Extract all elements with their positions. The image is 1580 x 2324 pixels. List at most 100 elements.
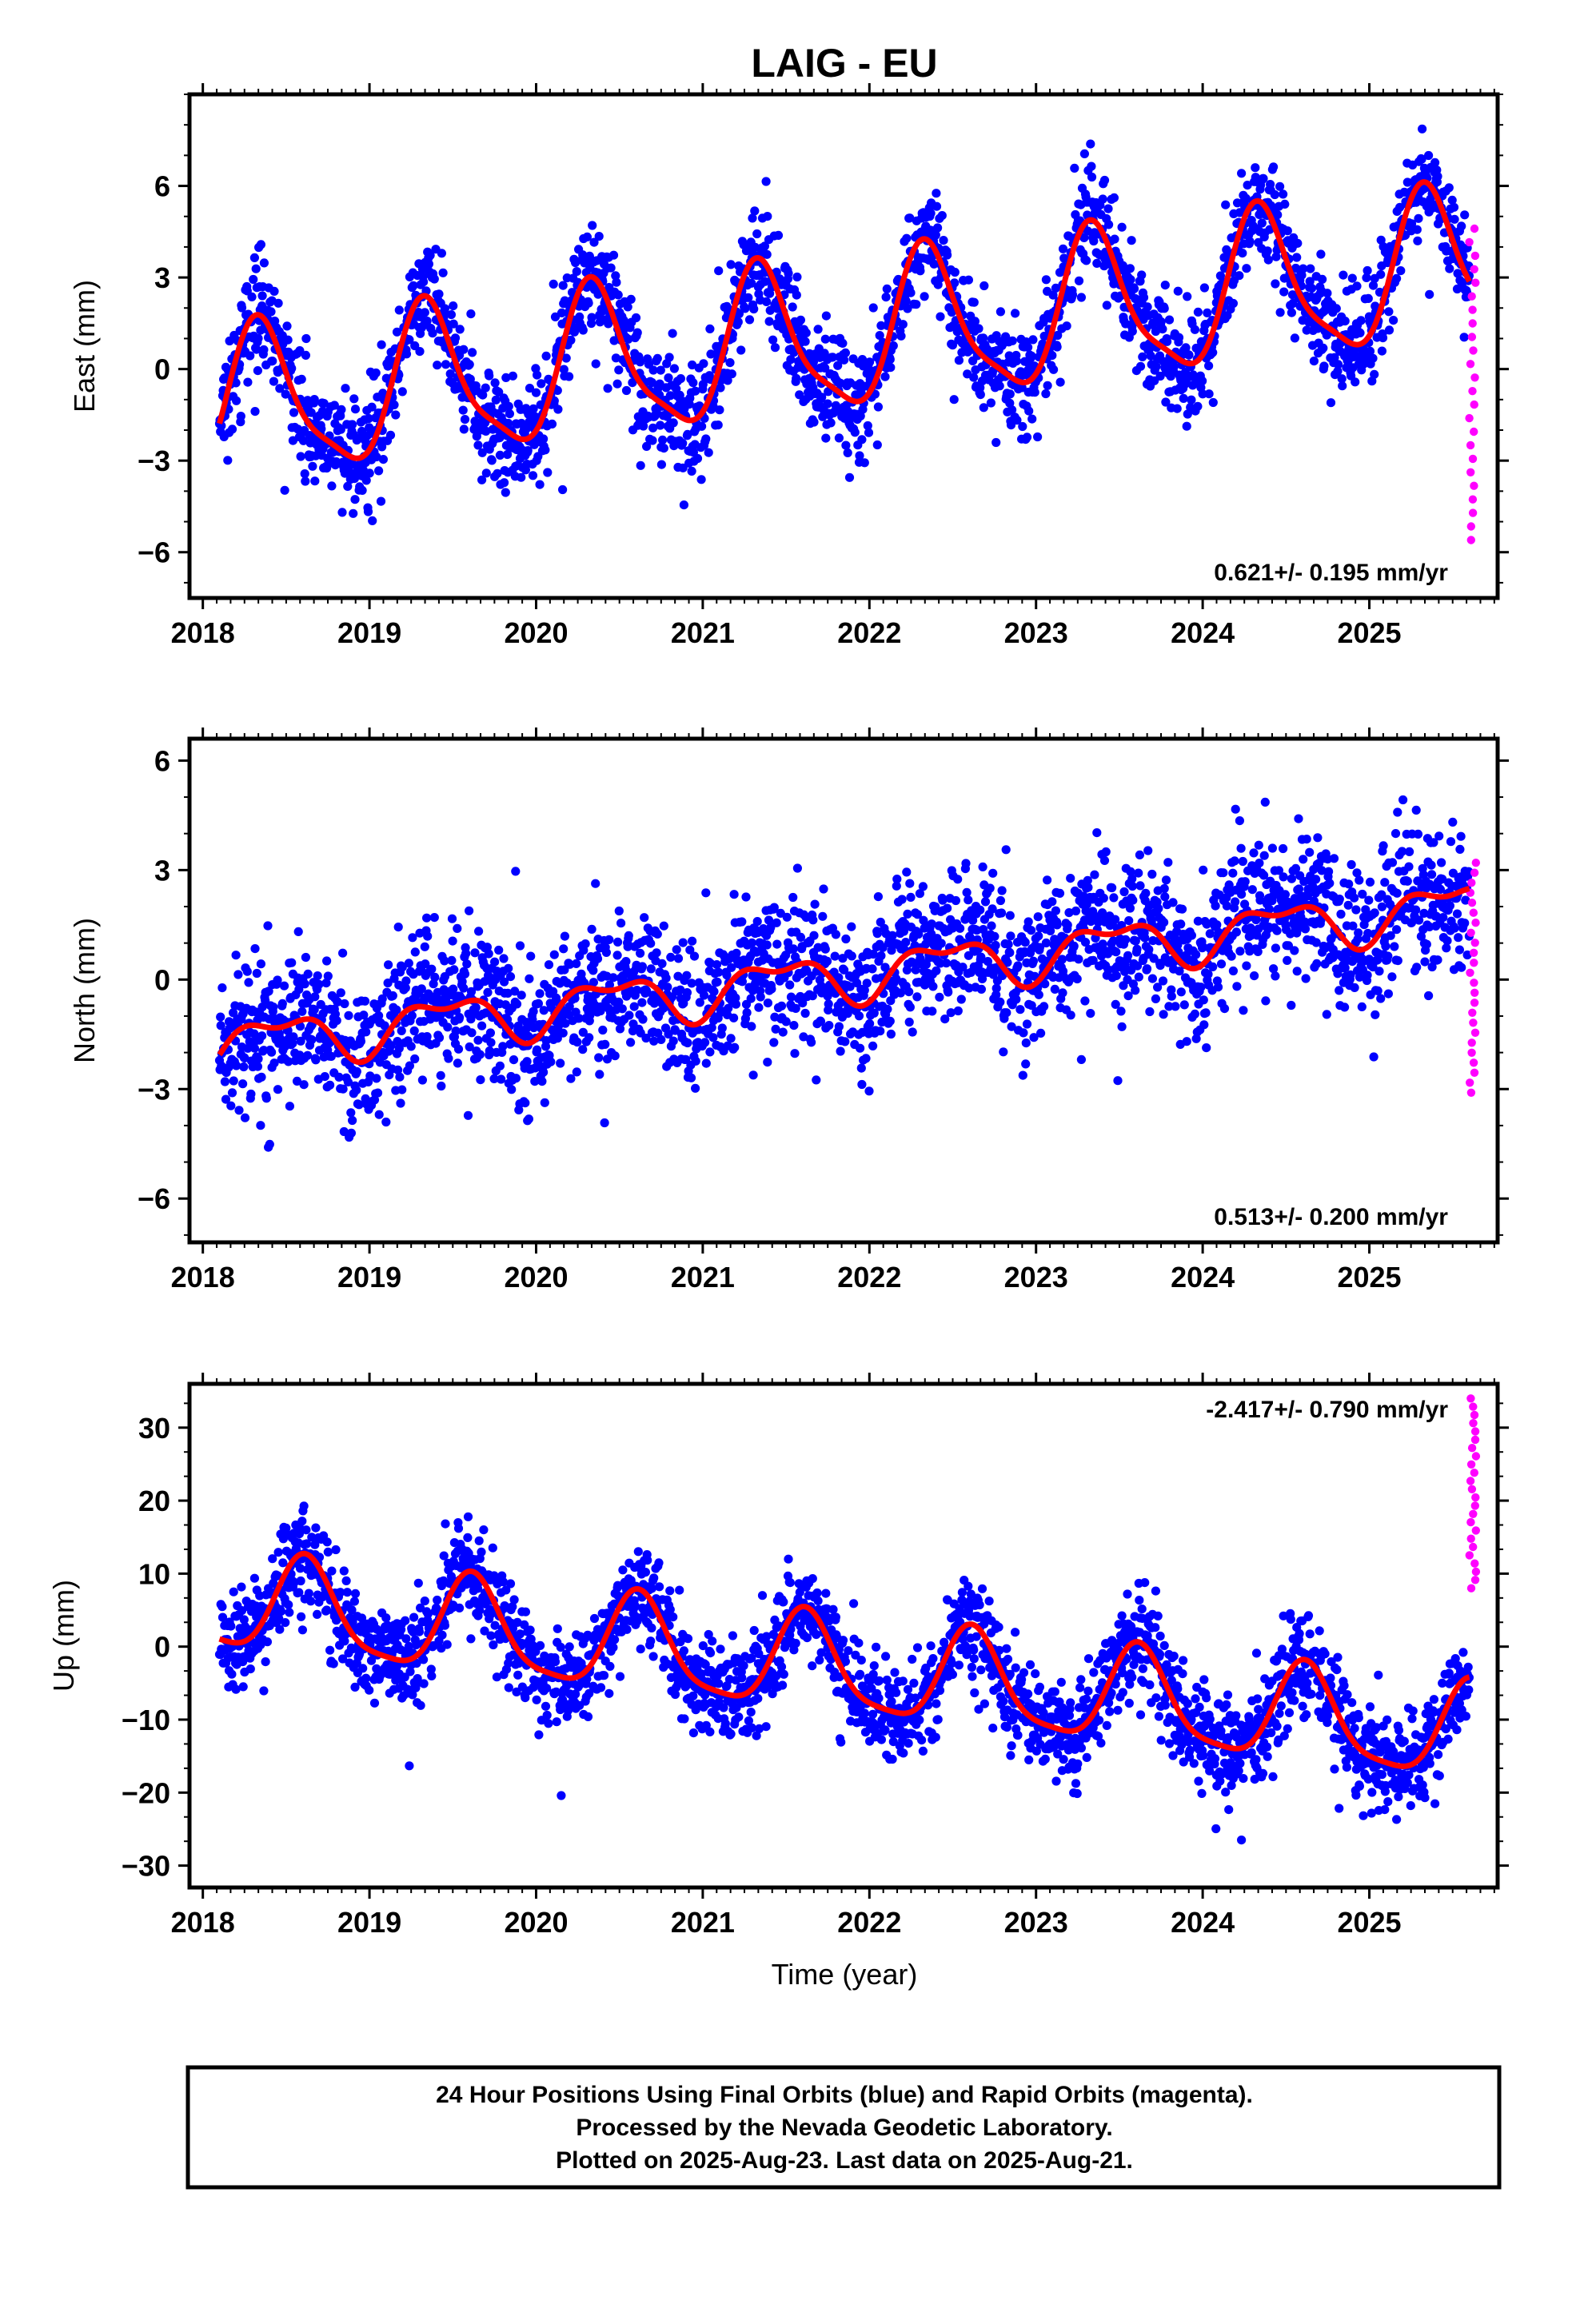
final-orbit-point [1217,959,1226,968]
final-orbit-point [991,438,1000,447]
final-orbit-point [477,1022,486,1030]
final-orbit-point [253,969,261,978]
final-orbit-point [1394,956,1402,965]
final-orbit-point [1005,948,1014,957]
final-orbit-point [1128,327,1137,336]
final-orbit-point [785,980,794,989]
final-orbit-point [1364,294,1373,303]
final-orbit-point [1199,866,1207,875]
final-orbit-point [1393,889,1402,898]
final-orbit-point [1134,869,1143,878]
final-orbit-point [448,915,457,923]
final-orbit-point [809,417,818,426]
final-orbit-point [769,1038,778,1046]
final-orbit-point [950,395,959,404]
final-orbit-point [1392,925,1401,934]
final-orbit-point [396,1098,405,1107]
final-orbit-point [381,1118,390,1126]
final-orbit-point [1047,897,1056,906]
final-orbit-point [1087,173,1096,181]
final-orbit-point [1148,975,1157,983]
final-orbit-point [408,1011,417,1020]
final-orbit-point [1242,264,1251,273]
final-orbit-point [1199,995,1208,1004]
final-orbit-point [1307,284,1316,293]
final-orbit-point [1035,991,1043,999]
final-orbit-point [476,1075,485,1084]
final-orbit-point [857,435,866,444]
final-orbit-point [841,935,850,943]
final-orbit-point [788,302,797,311]
final-orbit-point [1068,290,1077,299]
final-orbit-point [447,956,456,965]
final-orbit-point [269,377,278,386]
final-orbit-point [1378,347,1386,356]
final-orbit-point [1273,927,1282,935]
final-orbit-point [1205,389,1214,398]
rapid-orbit-point [1470,401,1478,409]
final-orbit-point [1237,844,1246,853]
final-orbit-point [300,1080,309,1089]
final-orbit-point [1280,200,1289,209]
final-orbit-point [964,276,973,285]
final-orbit-point [253,334,262,343]
final-orbit-point [831,952,840,961]
final-orbit-point [1364,896,1373,905]
final-orbit-point [421,308,429,317]
final-orbit-point [443,1022,452,1031]
final-orbit-point [920,292,929,301]
final-orbit-point [297,452,305,460]
final-orbit-point [630,1003,639,1011]
final-orbit-point [1006,911,1015,920]
final-orbit-point [722,971,731,979]
final-orbit-point [1385,325,1394,334]
final-orbit-point [779,1028,788,1037]
final-orbit-point [1184,350,1193,359]
final-orbit-point [600,1118,609,1127]
final-orbit-point [1241,877,1250,886]
final-orbit-point [912,992,921,1001]
final-orbit-point [494,946,503,955]
final-orbit-point [1086,1009,1095,1018]
final-orbit-point [461,949,470,958]
final-orbit-point [241,1114,249,1122]
final-orbit-point [232,951,241,959]
final-orbit-point [1231,805,1240,814]
final-orbit-point [1358,1003,1367,1011]
final-orbit-point [395,1073,404,1082]
final-orbit-point [1183,292,1191,301]
final-orbit-point [732,1000,740,1009]
final-orbit-point [836,1046,845,1055]
final-orbit-point [1313,833,1322,842]
final-orbit-point [485,949,493,958]
final-orbit-points [215,795,1474,1152]
final-orbit-point [379,455,388,464]
final-orbit-point [977,985,986,994]
final-orbit-point [257,1073,265,1082]
final-orbit-point [683,1038,692,1047]
final-orbit-point [1036,1029,1045,1038]
rapid-orbit-point [1471,252,1479,260]
final-orbit-point [691,1084,700,1093]
final-orbit-point [712,960,721,969]
final-orbit-point [1193,402,1202,411]
final-orbit-point [845,473,854,482]
final-orbit-point [549,280,558,289]
final-orbit-point [223,456,232,464]
final-orbit-point [627,295,636,304]
final-orbit-point [1355,875,1363,884]
final-orbit-point [640,913,648,922]
final-orbit-point [269,287,278,296]
final-orbit-point [269,1003,277,1011]
final-orbit-point [1066,874,1075,883]
rapid-orbit-point [1465,414,1473,422]
final-orbit-point [274,299,283,308]
final-orbit-point [728,369,736,378]
final-orbit-point [1357,316,1366,325]
final-orbit-point [1137,270,1146,279]
final-orbit-point [1211,902,1220,911]
final-orbit-point [1363,971,1372,979]
final-orbit-point [1363,266,1372,275]
final-orbit-point [753,917,762,926]
